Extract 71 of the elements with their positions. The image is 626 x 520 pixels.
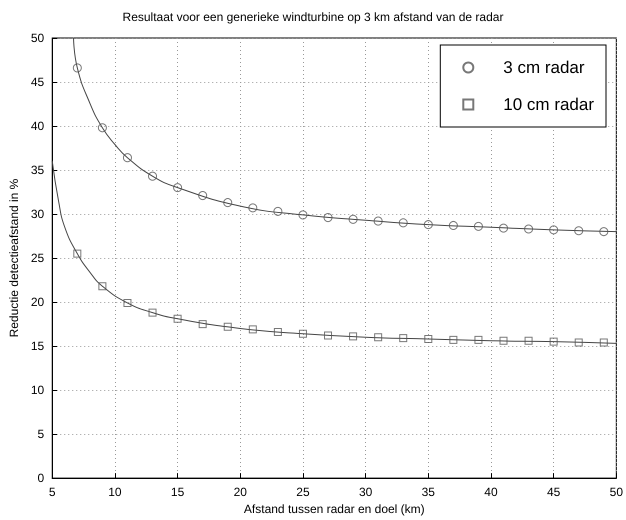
point: [349, 332, 358, 340]
point: [574, 338, 583, 347]
point: [123, 298, 132, 307]
y-axis-title: Reductie detectieafstand in %: [7, 178, 21, 338]
point: [324, 213, 333, 222]
y-tick-label: 40: [30, 119, 45, 134]
x-tick-label: 40: [484, 485, 498, 500]
point: [148, 172, 158, 181]
point: [298, 330, 307, 338]
point: [198, 320, 207, 328]
point: [399, 334, 408, 342]
point: [599, 227, 608, 236]
point: [398, 218, 408, 228]
point: [148, 308, 157, 317]
legend-label: 10 cm radar: [503, 95, 594, 114]
x-tick-label: 35: [422, 485, 436, 500]
y-tick-label: 20: [30, 295, 45, 310]
point: [73, 250, 82, 258]
point: [223, 198, 232, 208]
point: [173, 183, 182, 192]
point: [499, 224, 508, 233]
point: [224, 322, 232, 331]
point: [72, 63, 82, 72]
point: [122, 153, 132, 162]
y-tick-label: 15: [30, 339, 45, 354]
x-tick-label: 5: [48, 485, 56, 500]
x-tick-label: 10: [108, 485, 122, 500]
y-tick-label: 10: [30, 383, 45, 398]
chart-title: Resultaat voor een generieke windturbine op 3 km afstand van de radar: [122, 10, 504, 24]
point: [324, 332, 332, 340]
y-tick-label: 50: [30, 31, 45, 45]
x-tick-label: 15: [170, 485, 185, 500]
point: [524, 336, 533, 345]
point: [198, 191, 208, 200]
point: [524, 224, 534, 234]
point: [448, 220, 458, 230]
point: [174, 314, 182, 323]
point: [500, 336, 508, 345]
y-tick-label: 25: [30, 251, 45, 266]
y-tick-label: 45: [30, 75, 45, 90]
point: [549, 225, 558, 234]
point: [374, 216, 383, 226]
point: [348, 214, 358, 224]
x-tick-label: 30: [358, 485, 373, 500]
point: [424, 335, 432, 344]
point: [600, 338, 608, 347]
point: [449, 336, 458, 344]
y-tick-label: 30: [30, 207, 45, 222]
point: [474, 336, 482, 344]
line-series: [73, 38, 617, 232]
point: [298, 210, 308, 220]
point: [574, 226, 584, 236]
point: [248, 203, 258, 212]
y-tick-label: 35: [30, 163, 45, 178]
x-tick-label: 50: [610, 485, 624, 500]
point: [248, 325, 257, 334]
point: [374, 333, 382, 342]
point: [550, 338, 558, 346]
y-tick-label: 0: [38, 471, 45, 486]
y-tick-label: 5: [38, 427, 45, 442]
legend-label: 3 cm radar: [503, 58, 585, 77]
x-tick-label: 20: [234, 485, 248, 500]
point: [98, 282, 106, 290]
point: [274, 328, 282, 336]
x-tick-label: 25: [296, 485, 310, 500]
point: [424, 220, 433, 230]
point: [474, 222, 483, 231]
point: [98, 123, 107, 132]
x-tick-label: 45: [546, 485, 561, 500]
x-axis-title: Afstand tussen radar en doel (km): [244, 502, 425, 516]
point: [273, 206, 282, 216]
